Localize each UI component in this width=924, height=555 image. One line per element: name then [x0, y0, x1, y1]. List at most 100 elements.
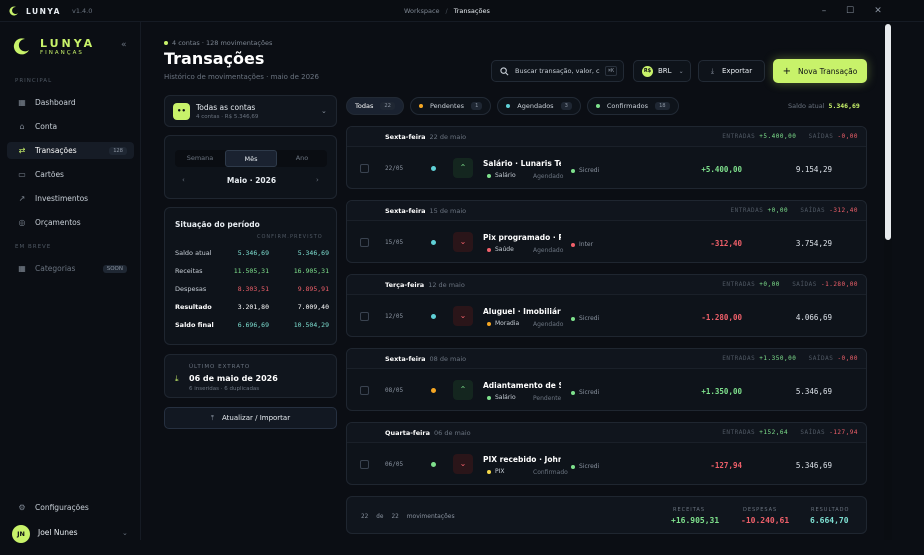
- trend-icon: ↗: [18, 193, 26, 203]
- section-label-main: PRINCIPAL: [15, 78, 53, 84]
- account-selector[interactable]: •• Todas as contas 4 contas · R$ 5.346,6…: [164, 95, 337, 127]
- bank-icon: ⌂: [19, 121, 25, 131]
- breadcrumb-workspace[interactable]: Workspace: [404, 7, 440, 15]
- row-checkbox[interactable]: [360, 386, 369, 395]
- day-label: Sexta-feira 08 de maio: [385, 355, 467, 363]
- scrollbar[interactable]: [884, 22, 892, 540]
- import-button[interactable]: ⤒ Atualizar / Importar: [164, 407, 337, 429]
- row-checkbox[interactable]: [360, 460, 369, 469]
- income-total: +16.905,31: [671, 516, 720, 525]
- filter-agendados[interactable]: Agendados 3: [497, 97, 581, 115]
- tab-ano[interactable]: Ano: [295, 154, 309, 162]
- tx-state: Agendado: [533, 173, 564, 180]
- table-row[interactable]: 15/05 ⌄ Pix programado · Pl... Saúde Agendad…: [347, 221, 866, 262]
- sidebar-item-orcamentos[interactable]: ◎ Orçamentos: [7, 214, 134, 231]
- tx-date: 08/05: [385, 387, 404, 394]
- collapse-sidebar-icon[interactable]: «: [121, 40, 127, 50]
- table-row[interactable]: 06/05 ⌄ PIX recebido · John... PIX Confirmad…: [347, 443, 866, 484]
- filter-confirmados[interactable]: Confirmados 18: [586, 97, 679, 115]
- maximize-icon[interactable]: ☐: [845, 6, 855, 16]
- wallet-icon: ••: [173, 103, 190, 120]
- tx-amount: -1.280,00: [701, 313, 742, 322]
- filter-todas[interactable]: Todas 22: [346, 97, 404, 115]
- account-title: Todas as contas: [196, 103, 256, 112]
- last-statement-detail: 6 inseridas · 6 duplicadas: [189, 386, 260, 392]
- currency-icon: R$: [642, 65, 653, 77]
- scrollbar-thumb[interactable]: [885, 24, 891, 240]
- tx-balance: 5.346,69: [795, 387, 832, 396]
- row-checkbox[interactable]: [360, 164, 369, 173]
- sidebar-item-transacoes[interactable]: ⇄ Transações 128: [7, 142, 134, 159]
- status-dot: [418, 104, 423, 108]
- status-filters: Todas 22 Pendentes 1 Agendados 3 Confirmado…: [346, 97, 679, 115]
- bank-tag: Sicredi: [571, 167, 599, 174]
- filter-pendentes[interactable]: Pendentes 1: [409, 97, 492, 115]
- expense-total: -10.240,61: [741, 516, 790, 525]
- table-row[interactable]: 22/05 ⌃ Salário · Lunaris Tech Salário Agend…: [347, 147, 866, 188]
- tx-amount: +1.350,00: [701, 387, 742, 396]
- day-label: Quarta-feira 06 de maio: [385, 429, 471, 437]
- day-header: Sexta-feira 15 de maio ENTRADAS +0,00 SAÍD…: [347, 201, 866, 221]
- tx-state: Agendado: [533, 321, 564, 328]
- tx-balance: 4.066,69: [795, 313, 832, 322]
- arrow-down-icon: ⌄: [453, 232, 473, 252]
- prev-month-icon[interactable]: ‹: [182, 176, 185, 184]
- row-checkbox[interactable]: [360, 312, 369, 321]
- last-statement-label: ÚLTIMO EXTRATO: [189, 364, 251, 370]
- summary-row: Saldo final 6.696,69 10.504,29: [175, 321, 329, 329]
- current-balance: Saldo atual 5.346,69: [788, 102, 860, 110]
- sidebar-item-label: Categorias: [35, 264, 76, 273]
- table-row[interactable]: 08/05 ⌃ Adiantamento de S... Salário Pendent…: [347, 369, 866, 410]
- export-button[interactable]: ⤓ Exportar: [698, 60, 765, 82]
- breadcrumb: Workspace / Transações: [404, 7, 490, 15]
- tx-amount: -127,94: [710, 461, 742, 470]
- sidebar-item-investimentos[interactable]: ↗ Investimentos: [7, 190, 134, 207]
- grid-icon: ▦: [18, 263, 26, 273]
- status-dot: [431, 314, 436, 319]
- day-totals: ENTRADAS +152,64 SAÍDAS -127,94: [722, 429, 858, 436]
- day-group: Quarta-feira 06 de maio ENTRADAS +152,64 S…: [346, 422, 867, 485]
- next-month-icon[interactable]: ›: [316, 176, 319, 184]
- tx-balance: 5.346,69: [795, 461, 832, 470]
- col-confirmed: CONFIRM.: [257, 234, 290, 240]
- app-version: v1.4.0: [72, 7, 93, 15]
- bank-tag: Sicredi: [571, 315, 599, 322]
- chevron-down-icon: ⌄: [321, 107, 327, 115]
- breadcrumb-current: Transações: [453, 7, 490, 15]
- new-transaction-button[interactable]: + Nova Transação: [773, 59, 867, 83]
- tab-semana[interactable]: Semana: [186, 154, 214, 162]
- search-placeholder: Buscar transação, valor, c: [515, 67, 600, 75]
- row-checkbox[interactable]: [360, 238, 369, 247]
- tx-state: Agendado: [533, 247, 564, 254]
- tab-mes[interactable]: Mês: [225, 150, 277, 167]
- main-content: 4 contas · 128 movimentações Transações …: [142, 22, 882, 540]
- close-icon[interactable]: ✕: [874, 6, 882, 16]
- search-input[interactable]: Buscar transação, valor, c ⌘K: [491, 60, 624, 82]
- status-dot: [506, 104, 511, 108]
- user-menu[interactable]: JN Joel Nunes ⌄: [12, 525, 132, 555]
- bank-tag: Inter: [571, 241, 593, 248]
- sidebar-item-label: Investimentos: [35, 194, 89, 203]
- page-subtitle: 4 contas · 128 movimentações: [164, 39, 272, 47]
- day-group: Sexta-feira 15 de maio ENTRADAS +0,00 SAÍD…: [346, 200, 867, 263]
- sidebar-item-dashboard[interactable]: ▦ Dashboard: [7, 94, 134, 111]
- table-row[interactable]: 12/05 ⌄ Aluguel · Imobiliári... Moradia Agen…: [347, 295, 866, 336]
- arrow-up-icon: ⌃: [453, 158, 473, 178]
- tx-name: Aluguel · Imobiliári...: [483, 307, 561, 316]
- minimize-icon[interactable]: –: [821, 6, 827, 16]
- arrow-down-icon: ⌄: [453, 306, 473, 326]
- section-label-soon: EM BREVE: [15, 244, 52, 250]
- sidebar-item-label: Transações: [35, 146, 77, 155]
- period-picker: Semana Mês Ano ‹ Maio · 2026 ›: [164, 135, 337, 199]
- moon-logo-icon: [13, 38, 29, 55]
- plus-icon: +: [782, 65, 792, 77]
- shortcut-hint: ⌘K: [604, 66, 617, 76]
- sidebar-item-configuracoes[interactable]: ⚙ Configurações: [7, 499, 134, 516]
- current-month: Maio · 2026: [226, 176, 277, 185]
- sidebar-item-conta[interactable]: ⌂ Conta: [7, 118, 134, 135]
- page-title: Transações: [164, 49, 265, 68]
- sidebar-item-cartoes[interactable]: ▭ Cartões: [7, 166, 134, 183]
- category-tag: Saúde: [487, 246, 514, 253]
- currency-select[interactable]: R$ BRL ⌄: [633, 60, 691, 82]
- last-statement-card: ÚLTIMO EXTRATO ⤓ 06 de maio de 2026 6 in…: [164, 354, 337, 398]
